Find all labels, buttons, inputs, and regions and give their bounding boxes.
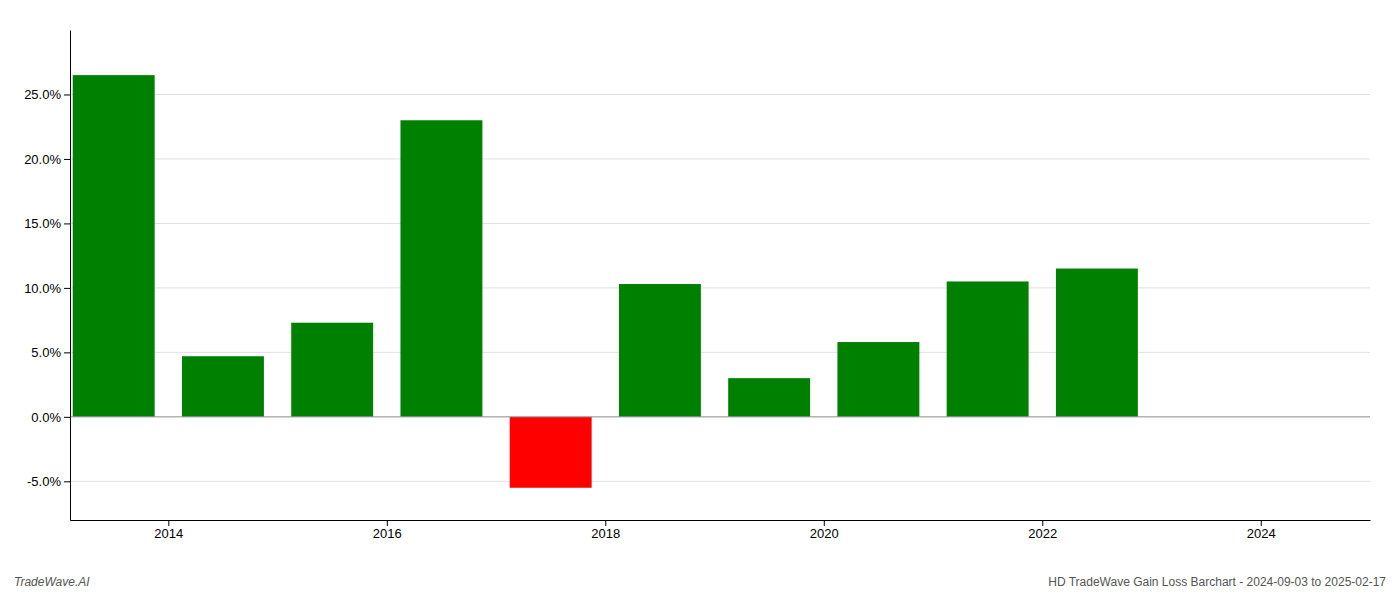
bar <box>837 342 919 417</box>
y-tick-mark <box>64 288 70 289</box>
x-tick: 2024 <box>1247 520 1276 541</box>
x-tick-mark <box>824 520 825 526</box>
plot-area <box>73 75 1138 488</box>
grid <box>70 94 1370 481</box>
bar <box>291 323 373 417</box>
y-tick: 25.0% <box>24 87 70 102</box>
bar <box>510 417 592 488</box>
y-tick-mark <box>64 417 70 418</box>
y-tick-label: 15.0% <box>24 216 61 231</box>
y-tick-mark <box>64 481 70 482</box>
x-tick-mark <box>168 520 169 526</box>
grid-line <box>70 94 1370 95</box>
x-axis-line <box>71 520 1371 521</box>
x-tick-label: 2020 <box>810 526 839 541</box>
bar <box>619 284 701 417</box>
y-tick-mark <box>64 352 70 353</box>
bar <box>73 75 155 417</box>
y-tick-mark <box>64 159 70 160</box>
grid-line <box>70 352 1370 353</box>
y-tick: 0.0% <box>31 410 70 425</box>
x-tick-mark <box>387 520 388 526</box>
x-axis: 2014 2016 2018 2020 2022 2024 <box>71 520 1371 541</box>
annotation: HD TradeWave Gain Loss Barchart - 2024-0… <box>1048 575 1386 589</box>
zero-line <box>70 416 1370 417</box>
y-tick-mark <box>64 223 70 224</box>
bar <box>400 120 482 417</box>
x-tick-label: 2016 <box>373 526 402 541</box>
grid-line <box>70 287 1370 288</box>
y-tick-label: 25.0% <box>24 87 61 102</box>
x-tick-mark <box>1261 520 1262 526</box>
y-tick: 10.0% <box>24 281 70 296</box>
bar <box>947 281 1029 416</box>
x-tick: 2018 <box>591 520 620 541</box>
y-tick: -5.0% <box>27 474 70 489</box>
y-tick-label: 0.0% <box>31 410 61 425</box>
chart: 2014 2016 2018 2020 2022 2024 -5.0% 0.0% 5.0% 10.… <box>0 0 1400 600</box>
x-tick: 2014 <box>154 520 183 541</box>
x-tick-mark <box>605 520 606 526</box>
x-tick-label: 2014 <box>154 526 183 541</box>
x-tick-label: 2022 <box>1028 526 1057 541</box>
x-tick: 2016 <box>373 520 402 541</box>
x-tick-label: 2018 <box>591 526 620 541</box>
annotation: TradeWave.AI <box>14 575 90 589</box>
y-tick: 15.0% <box>24 216 70 231</box>
grid-line <box>70 416 1370 417</box>
x-tick-label: 2024 <box>1247 526 1276 541</box>
grid-line <box>70 223 1370 224</box>
y-tick-label: 20.0% <box>24 152 61 167</box>
grid-line <box>70 481 1370 482</box>
y-tick-label: -5.0% <box>27 474 61 489</box>
bar <box>1056 269 1138 417</box>
grid-line <box>70 158 1370 159</box>
y-axis-line <box>70 31 71 521</box>
y-tick-label: 5.0% <box>31 345 61 360</box>
x-tick-mark <box>1042 520 1043 526</box>
y-tick: 20.0% <box>24 152 70 167</box>
bar <box>182 356 264 417</box>
x-tick: 2020 <box>810 520 839 541</box>
y-axis: -5.0% 0.0% 5.0% 10.0% 15.0% 20.0% 25.0% <box>24 31 70 521</box>
y-tick-label: 10.0% <box>24 281 61 296</box>
y-tick: 5.0% <box>31 345 70 360</box>
x-tick: 2022 <box>1028 520 1057 541</box>
bar <box>728 378 810 417</box>
y-tick-mark <box>64 94 70 95</box>
